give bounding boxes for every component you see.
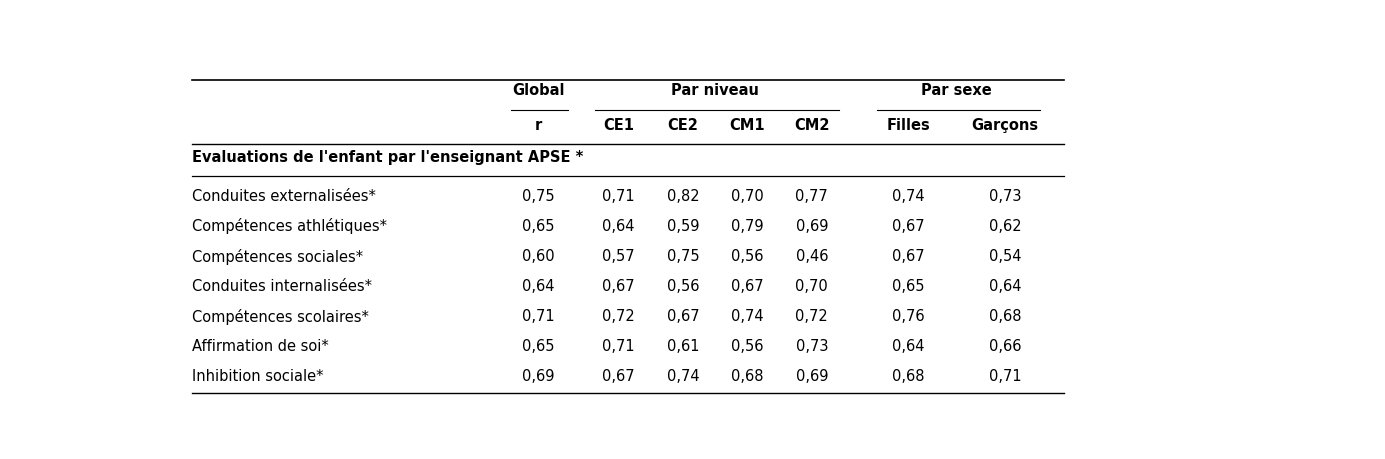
Text: 0,75: 0,75 <box>666 249 699 264</box>
Text: 0,69: 0,69 <box>795 219 828 234</box>
Text: 0,69: 0,69 <box>522 369 554 384</box>
Text: 0,75: 0,75 <box>522 189 554 204</box>
Text: 0,66: 0,66 <box>989 339 1021 354</box>
Text: Global: Global <box>512 83 564 98</box>
Text: 0,68: 0,68 <box>892 369 925 384</box>
Text: 0,67: 0,67 <box>731 279 763 294</box>
Text: 0,56: 0,56 <box>731 339 763 354</box>
Text: Compétences scolaires*: Compétences scolaires* <box>193 308 370 325</box>
Text: 0,64: 0,64 <box>892 339 925 354</box>
Text: 0,72: 0,72 <box>795 309 828 324</box>
Text: Compétences athlétiques*: Compétences athlétiques* <box>193 218 388 235</box>
Text: 0,74: 0,74 <box>666 369 699 384</box>
Text: Compétences sociales*: Compétences sociales* <box>193 248 364 264</box>
Text: 0,65: 0,65 <box>892 279 925 294</box>
Text: 0,77: 0,77 <box>795 189 828 204</box>
Text: 0,65: 0,65 <box>522 219 554 234</box>
Text: Conduites internalisées*: Conduites internalisées* <box>193 279 373 294</box>
Text: 0,60: 0,60 <box>522 249 554 264</box>
Text: 0,64: 0,64 <box>522 279 554 294</box>
Text: Evaluations de l'enfant par l'enseignant APSE *: Evaluations de l'enfant par l'enseignant… <box>193 150 584 165</box>
Text: 0,71: 0,71 <box>602 189 634 204</box>
Text: 0,69: 0,69 <box>795 369 828 384</box>
Text: CM2: CM2 <box>794 118 830 133</box>
Text: 0,59: 0,59 <box>666 219 699 234</box>
Text: Conduites externalisées*: Conduites externalisées* <box>193 189 377 204</box>
Text: 0,82: 0,82 <box>666 189 699 204</box>
Text: Garçons: Garçons <box>971 118 1039 133</box>
Text: Par niveau: Par niveau <box>672 83 759 98</box>
Text: CE1: CE1 <box>602 118 634 133</box>
Text: 0,62: 0,62 <box>989 219 1021 234</box>
Text: 0,57: 0,57 <box>602 249 634 264</box>
Text: 0,70: 0,70 <box>731 189 763 204</box>
Text: 0,67: 0,67 <box>666 309 699 324</box>
Text: 0,68: 0,68 <box>989 309 1021 324</box>
Text: 0,74: 0,74 <box>731 309 763 324</box>
Text: 0,54: 0,54 <box>989 249 1021 264</box>
Text: 0,61: 0,61 <box>666 339 699 354</box>
Text: 0,56: 0,56 <box>666 279 699 294</box>
Text: 0,71: 0,71 <box>989 369 1021 384</box>
Text: 0,73: 0,73 <box>989 189 1021 204</box>
Text: 0,79: 0,79 <box>731 219 763 234</box>
Text: 0,67: 0,67 <box>892 219 925 234</box>
Text: 0,64: 0,64 <box>602 219 634 234</box>
Text: Par sexe: Par sexe <box>921 83 992 98</box>
Text: r: r <box>535 118 542 133</box>
Text: CM1: CM1 <box>730 118 765 133</box>
Text: 0,73: 0,73 <box>795 339 828 354</box>
Text: Filles: Filles <box>886 118 931 133</box>
Text: 0,71: 0,71 <box>522 309 554 324</box>
Text: 0,76: 0,76 <box>892 309 925 324</box>
Text: 0,70: 0,70 <box>795 279 828 294</box>
Text: 0,74: 0,74 <box>892 189 925 204</box>
Text: 0,46: 0,46 <box>795 249 828 264</box>
Text: 0,56: 0,56 <box>731 249 763 264</box>
Text: 0,68: 0,68 <box>731 369 763 384</box>
Text: 0,67: 0,67 <box>892 249 925 264</box>
Text: 0,72: 0,72 <box>602 309 634 324</box>
Text: 0,71: 0,71 <box>602 339 634 354</box>
Text: Inhibition sociale*: Inhibition sociale* <box>193 369 324 384</box>
Text: CE2: CE2 <box>668 118 698 133</box>
Text: 0,64: 0,64 <box>989 279 1021 294</box>
Text: 0,67: 0,67 <box>602 369 634 384</box>
Text: 0,65: 0,65 <box>522 339 554 354</box>
Text: Affirmation de soi*: Affirmation de soi* <box>193 339 330 354</box>
Text: 0,67: 0,67 <box>602 279 634 294</box>
